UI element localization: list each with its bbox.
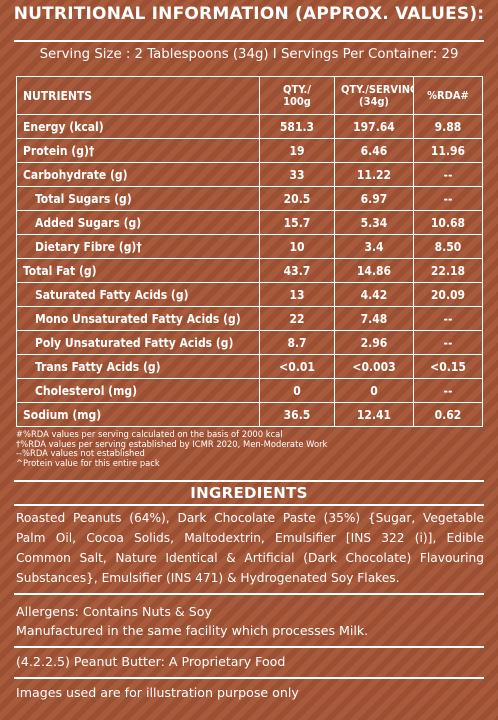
header-qty-per-serving: QTY./SERVING (34g) <box>334 76 414 115</box>
value-rda: 22.18 <box>413 258 483 283</box>
value-per-serving: 3.4 <box>334 234 414 259</box>
allergens-line: Allergens: Contains Nuts & Soy <box>16 604 212 619</box>
footnote: #%RDA values per serving calculated on t… <box>16 429 283 439</box>
value-rda: -- <box>413 186 483 211</box>
divider-disclaimer <box>14 677 484 679</box>
footnote: ^Protein value for this entire pack <box>16 457 160 468</box>
footnotes: #%RDA values per serving calculated on t… <box>16 429 486 468</box>
table-row: Total Sugars (g) 20.5 6.97 -- <box>16 186 483 211</box>
table-row: Carbohydrate (g) 33 11.22 -- <box>16 162 483 187</box>
table-row: Cholesterol (mg) 0 0 -- <box>16 378 483 403</box>
value-per-100g: 43.7 <box>259 258 335 283</box>
nutrient-name: Trans Fatty Acids (g) <box>16 354 260 379</box>
nutrient-name: Saturated Fatty Acids (g) <box>16 282 260 307</box>
nutrient-name: Total Fat (g) <box>16 258 260 283</box>
table-row: Sodium (mg) 36.5 12.41 0.62 <box>16 402 483 427</box>
nutrient-name: Cholesterol (mg) <box>16 378 260 403</box>
table-row: Added Sugars (g) 15.7 5.34 10.68 <box>16 210 483 235</box>
value-rda: -- <box>413 162 483 187</box>
table-row: Trans Fatty Acids (g) <0.01 <0.003 <0.15 <box>16 354 483 379</box>
allergen-info: Allergens: Contains Nuts & Soy Manufactu… <box>16 602 484 640</box>
value-rda: 10.68 <box>413 210 483 235</box>
table-row: Poly Unsaturated Fatty Acids (g) 8.7 2.96-… <box>16 330 483 355</box>
divider-proprietary <box>14 646 484 648</box>
value-rda: 11.96 <box>413 138 483 163</box>
divider-top <box>14 40 484 42</box>
value-per-100g: <0.01 <box>259 354 335 379</box>
disclaimer-line: Images used are for illustration purpose… <box>16 685 299 700</box>
page-title: NUTRITIONAL INFORMATION (APPROX. VALUES)… <box>13 4 485 24</box>
table-row: Mono Unsaturated Fatty Acids (g) 22 7.48 -- <box>16 306 483 331</box>
value-per-100g: 13 <box>259 282 335 307</box>
header-nutrients: NUTRIENTS <box>16 76 260 115</box>
value-rda: 8.50 <box>413 234 483 259</box>
table-row: Energy (kcal) 581.3 197.64 9.88 <box>16 114 483 139</box>
value-per-serving: 0 <box>334 378 414 403</box>
nutrient-name: Protein (g)† <box>16 138 260 163</box>
value-rda: 20.09 <box>413 282 483 307</box>
table-row: Dietary Fibre (g)† 10 3.4 8.50 <box>16 234 483 259</box>
table-row: Total Fat (g) 43.7 14.86 22.18 <box>16 258 483 283</box>
ingredients-text: Roasted Peanuts (64%), Dark Chocolate Pa… <box>16 511 484 585</box>
value-per-100g: 10 <box>259 234 335 259</box>
table-header-row: NUTRIENTS QTY./ 100g QTY./SERVING (34g) … <box>16 76 483 115</box>
nutrient-name: Sodium (mg) <box>16 402 260 427</box>
value-rda: -- <box>413 330 483 355</box>
value-rda: 9.88 <box>413 114 483 139</box>
value-per-serving: 12.41 <box>334 402 414 427</box>
value-per-serving: <0.003 <box>334 354 414 379</box>
nutrient-name: Energy (kcal) <box>16 114 260 139</box>
value-per-serving: 4.42 <box>334 282 414 307</box>
value-per-serving: 5.34 <box>334 210 414 235</box>
header-qty-per-100g: QTY./ 100g <box>259 76 335 115</box>
facility-line: Manufactured in the same facility which … <box>16 623 369 638</box>
value-per-100g: 19 <box>259 138 335 163</box>
nutrient-name: Carbohydrate (g) <box>16 162 260 187</box>
serving-info: Serving Size : 2 Tablespoons (34g) I Ser… <box>39 47 459 62</box>
value-per-100g: 0 <box>259 378 335 403</box>
nutrient-name: Dietary Fibre (g)† <box>16 234 260 259</box>
table-row: Saturated Fatty Acids (g) 13 4.42 20.09 <box>16 282 483 307</box>
nutrient-name: Mono Unsaturated Fatty Acids (g) <box>16 306 260 331</box>
nutrition-table: NUTRIENTS QTY./ 100g QTY./SERVING (34g) … <box>16 76 483 427</box>
footnote: --%RDA values not established <box>16 448 145 459</box>
nutrient-name: Poly Unsaturated Fatty Acids (g) <box>16 330 260 355</box>
footnote: †%RDA values per serving established by … <box>16 438 328 449</box>
value-per-100g: 15.7 <box>259 210 335 235</box>
value-per-serving: 6.46 <box>334 138 414 163</box>
value-per-100g: 8.7 <box>259 330 335 355</box>
value-per-serving: 2.96 <box>334 330 414 355</box>
value-per-100g: 22 <box>259 306 335 331</box>
nutrition-table-body: Energy (kcal) 581.3 197.64 9.88 Protein (g)†… <box>16 114 483 427</box>
value-per-100g: 33 <box>259 162 335 187</box>
divider-allergens <box>14 593 484 595</box>
nutrient-name: Added Sugars (g) <box>16 210 260 235</box>
value-per-serving: 14.86 <box>334 258 414 283</box>
value-per-serving: 11.22 <box>334 162 414 187</box>
value-rda: -- <box>413 306 483 331</box>
header-rda: %RDA# <box>413 76 483 115</box>
ingredients-heading: INGREDIENTS <box>14 480 484 506</box>
value-rda: <0.15 <box>413 354 483 379</box>
value-per-serving: 197.64 <box>334 114 414 139</box>
value-per-100g: 581.3 <box>259 114 335 139</box>
value-per-100g: 20.5 <box>259 186 335 211</box>
value-rda: 0.62 <box>413 402 483 427</box>
nutrient-name: Total Sugars (g) <box>16 186 260 211</box>
value-rda: -- <box>413 378 483 403</box>
value-per-serving: 6.97 <box>334 186 414 211</box>
value-per-100g: 36.5 <box>259 402 335 427</box>
table-row: Protein (g)† 19 6.46 11.96 <box>16 138 483 163</box>
proprietary-food-line: (4.2.2.5) Peanut Butter: A Proprietary F… <box>16 654 286 669</box>
value-per-serving: 7.48 <box>334 306 414 331</box>
